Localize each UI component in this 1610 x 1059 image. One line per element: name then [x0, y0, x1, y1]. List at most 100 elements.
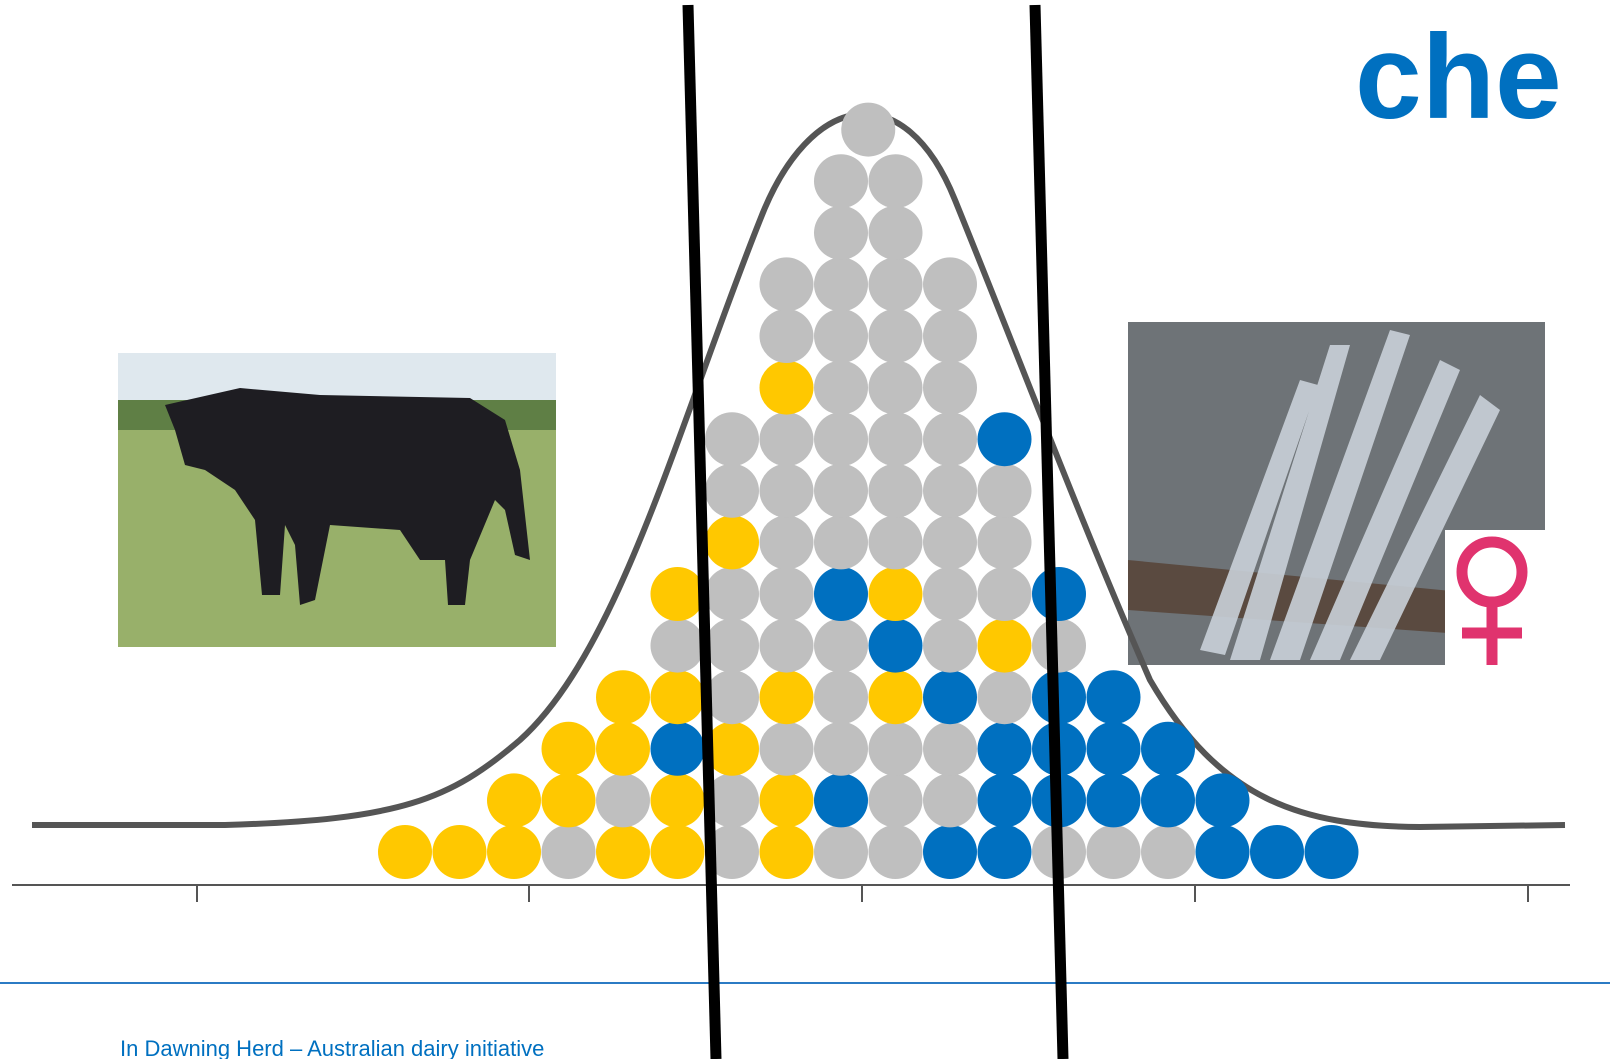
dot: [1250, 825, 1304, 879]
dot: [705, 412, 759, 467]
dot: [868, 360, 923, 415]
dot: [487, 825, 541, 879]
bull-photo: [118, 353, 556, 647]
dot: [977, 463, 1032, 518]
dot: [923, 463, 977, 518]
dot: [814, 567, 868, 621]
dot: [1141, 773, 1195, 828]
dot: [814, 618, 868, 673]
dot: [868, 515, 923, 570]
dot: [1086, 773, 1141, 828]
dot: [923, 412, 977, 467]
slide-title: che: [1355, 10, 1562, 144]
dot: [814, 515, 868, 570]
dot: [759, 773, 814, 828]
dot: [814, 825, 868, 879]
dot: [487, 773, 541, 828]
dot: [814, 309, 868, 363]
dot: [1032, 670, 1086, 725]
dot: [759, 567, 814, 621]
dot: [814, 773, 868, 828]
dot: [977, 567, 1032, 621]
dot: [705, 721, 759, 776]
dot: [650, 721, 705, 776]
dot: [923, 773, 977, 828]
dot: [759, 721, 814, 776]
cutoff-line: [1029, 4, 1069, 1059]
dot: [868, 412, 923, 467]
dot: [759, 412, 814, 467]
straws-photo: [1128, 322, 1545, 665]
dot: [378, 825, 432, 879]
dot: [923, 721, 977, 776]
dot: [759, 825, 814, 879]
dot: [868, 825, 923, 879]
dot: [977, 618, 1032, 673]
dot: [977, 721, 1032, 776]
dot: [923, 515, 977, 570]
dot: [650, 670, 705, 725]
dot: [868, 463, 923, 518]
dot: [596, 670, 650, 725]
dot: [868, 721, 923, 776]
dot: [868, 154, 923, 209]
dot: [650, 773, 705, 828]
dot: [705, 515, 759, 570]
dot: [977, 670, 1032, 725]
dot: [705, 825, 759, 879]
dot: [1141, 721, 1195, 776]
dot: [759, 515, 814, 570]
dot: [596, 721, 650, 776]
dot: [432, 825, 487, 879]
dot: [650, 825, 705, 879]
dot: [923, 670, 977, 725]
dot: [868, 618, 923, 673]
dot: [923, 618, 977, 673]
dot: [596, 825, 650, 879]
dot: [1032, 618, 1086, 673]
dot: [977, 825, 1032, 879]
dot: [814, 721, 868, 776]
dot: [923, 825, 977, 879]
footer-text: In Dawning Herd – Australian dairy initi…: [120, 1036, 544, 1059]
dot: [1195, 773, 1250, 828]
dot: [541, 825, 596, 879]
dot: [977, 412, 1032, 467]
dot: [759, 309, 814, 363]
axis: [12, 884, 1570, 902]
dot: [705, 773, 759, 828]
dot: [868, 257, 923, 312]
dot: [814, 670, 868, 725]
dot: [923, 309, 977, 363]
dot: [923, 360, 977, 415]
dot: [759, 463, 814, 518]
dot: [868, 205, 923, 260]
dot: [1195, 825, 1250, 879]
dot: [705, 670, 759, 725]
dot: [1141, 825, 1195, 879]
dot: [814, 257, 868, 312]
dot: [759, 257, 814, 312]
dot: [705, 463, 759, 518]
dot: [1304, 825, 1359, 879]
dot: [923, 257, 977, 312]
dot: [814, 154, 868, 209]
dot: [977, 773, 1032, 828]
dot: [868, 773, 923, 828]
dot: [759, 618, 814, 673]
dot: [596, 773, 650, 828]
dot: [814, 412, 868, 467]
dot: [1086, 670, 1141, 725]
dot: [868, 309, 923, 363]
dot: [650, 567, 705, 621]
dot: [977, 515, 1032, 570]
dot: [1086, 721, 1141, 776]
dot: [759, 360, 814, 415]
dot: [923, 567, 977, 621]
dot: [705, 567, 759, 621]
dot: [1086, 825, 1141, 879]
dot: [868, 567, 923, 621]
dot: [814, 205, 868, 260]
dot: [705, 618, 759, 673]
